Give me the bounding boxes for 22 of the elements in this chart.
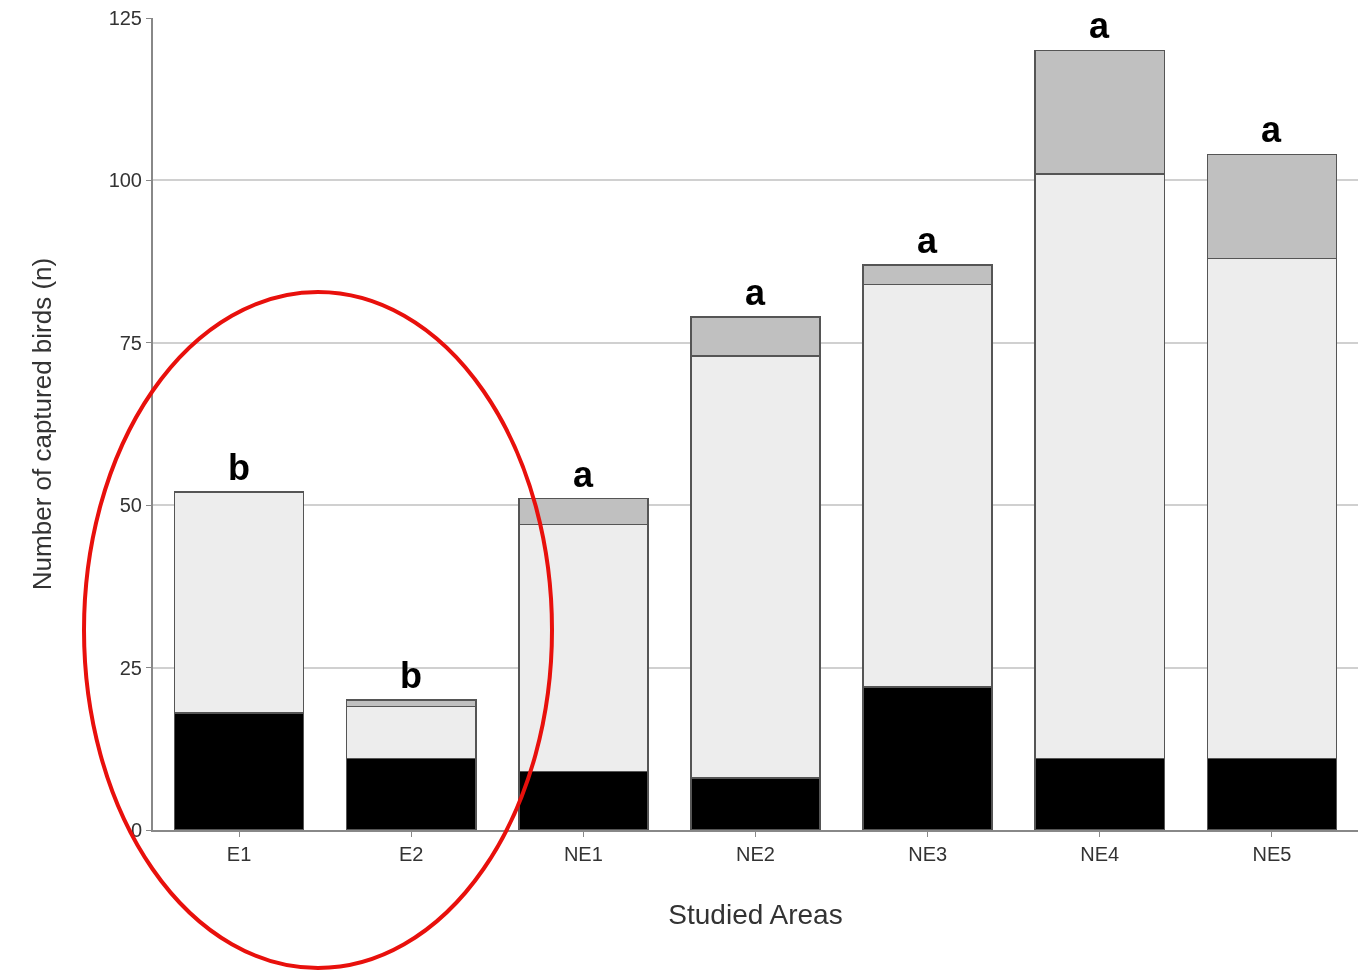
x-tick-label: NE1 bbox=[563, 843, 603, 865]
y-axis-title: Number of captured birds (n) bbox=[26, 257, 57, 591]
x-tick-label: E1 bbox=[226, 843, 252, 865]
y-tick-label: 75 bbox=[119, 331, 142, 354]
y-tick-label: 25 bbox=[119, 656, 142, 679]
y-tick-label: 0 bbox=[130, 819, 142, 841]
x-tick-label: NE4 bbox=[1080, 843, 1120, 865]
x-axis-title: Studied Areas bbox=[668, 898, 843, 930]
annotation: a bbox=[573, 454, 594, 495]
annotation: a bbox=[1089, 5, 1110, 46]
x-tick-label: NE5 bbox=[1252, 843, 1292, 865]
annotation: b bbox=[228, 447, 250, 488]
y-tick-label: 125 bbox=[108, 7, 142, 29]
x-tick-label: NE3 bbox=[908, 843, 948, 865]
annotation: a bbox=[745, 272, 766, 313]
x-tick-label: E2 bbox=[398, 843, 424, 865]
y-tick-label: 100 bbox=[108, 169, 142, 192]
annotation: a bbox=[1261, 109, 1282, 150]
y-tick-label: 50 bbox=[119, 494, 142, 517]
x-tick-label: NE2 bbox=[736, 843, 775, 865]
annotation: a bbox=[917, 220, 938, 261]
annotation: b bbox=[400, 655, 422, 696]
